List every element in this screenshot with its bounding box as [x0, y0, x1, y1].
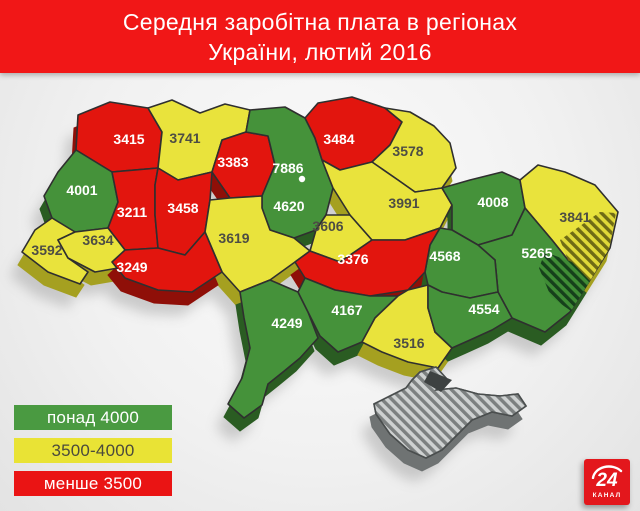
logo-caption: КАНАЛ [592, 492, 622, 499]
legend-item-0: понад 4000 [14, 405, 172, 430]
legend-item-2: менше 3500 [14, 471, 172, 496]
hatched-territories [373, 212, 616, 459]
page-title-line2: України, лютий 2016 [208, 38, 432, 65]
donetsk-east-hatch [539, 252, 590, 311]
kyiv-city-dot [298, 175, 306, 183]
crimea-hatch [373, 366, 528, 459]
luhansk-east-hatch [560, 212, 616, 281]
logo-number: 24 [596, 470, 618, 491]
region-kherson [361, 284, 453, 369]
legend: понад 4000 3500-4000 менше 3500 [14, 405, 172, 504]
map-regions [21, 96, 619, 459]
header-banner: Середня заробітна плата в регіонах Украї… [0, 0, 640, 73]
logo-swoosh-icon [591, 465, 623, 479]
page-title-line1: Середня заробітна плата в регіонах [122, 8, 518, 35]
region-ivano-frankivsk [57, 227, 126, 273]
legend-item-1: 3500-4000 [14, 438, 172, 463]
syvash-dark-area [424, 371, 452, 392]
region-zaporizhzhia [427, 284, 513, 349]
region-chernivtsi [111, 231, 223, 293]
channel-24-logo: 24 КАНАЛ [584, 459, 630, 505]
